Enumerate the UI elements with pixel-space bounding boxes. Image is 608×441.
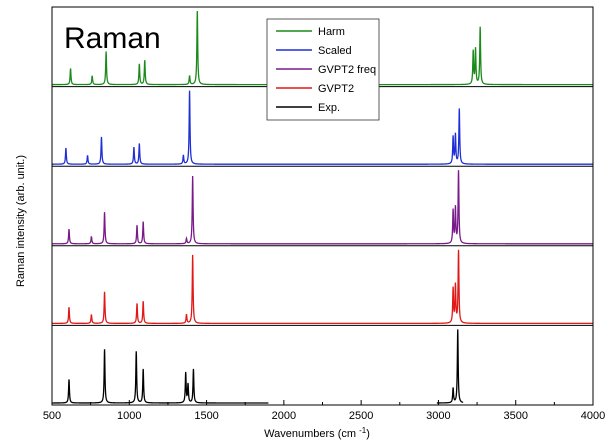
series-line-gvpt2-freq — [52, 170, 593, 245]
x-axis-label: Wavenumbers (cm -1) — [264, 426, 370, 440]
y-axis-label: Raman intensity (arb. unit.) — [15, 155, 27, 287]
legend-items: Harm Scaled GVPT2 freq GVPT2 Exp. — [276, 26, 376, 114]
legend-label: GVPT2 — [318, 83, 354, 95]
x-axis-ticks: 500 1000 1500 2000 2500 3000 3500 4000 — [43, 400, 605, 422]
series-line-scaled — [52, 90, 593, 165]
series-line-exp — [52, 349, 269, 404]
chart-title: Raman — [64, 22, 161, 55]
legend-label: GVPT2 freq — [318, 64, 376, 76]
legend-label: Harm — [318, 26, 345, 38]
legend: Harm Scaled GVPT2 freq GVPT2 Exp. — [266, 18, 380, 121]
series-line-exp-segment-2 — [436, 329, 464, 404]
legend-item: Exp. — [276, 102, 340, 114]
legend-label: Scaled — [318, 45, 352, 57]
legend-item: Scaled — [276, 45, 352, 57]
x-tick-label: 500 — [43, 410, 61, 422]
x-tick-label: 1500 — [194, 410, 218, 422]
series-line-gvpt2 — [52, 249, 593, 325]
x-tick-label: 3500 — [503, 410, 527, 422]
x-tick-label: 4000 — [581, 410, 605, 422]
x-axis-label-close: ) — [366, 428, 370, 440]
x-tick-label: 2500 — [349, 410, 373, 422]
legend-item: Harm — [276, 26, 345, 38]
legend-item: GVPT2 freq — [276, 64, 376, 76]
legend-label: Exp. — [318, 102, 340, 114]
x-tick-label: 3000 — [426, 410, 450, 422]
legend-item: GVPT2 — [276, 83, 354, 95]
x-tick-label: 2000 — [272, 410, 296, 422]
stacked-panels — [52, 86, 593, 326]
x-axis-label-main: Wavenumbers (cm — [264, 428, 359, 440]
x-axis-label-exp: -1 — [359, 426, 367, 435]
x-tick-label: 1000 — [117, 410, 141, 422]
